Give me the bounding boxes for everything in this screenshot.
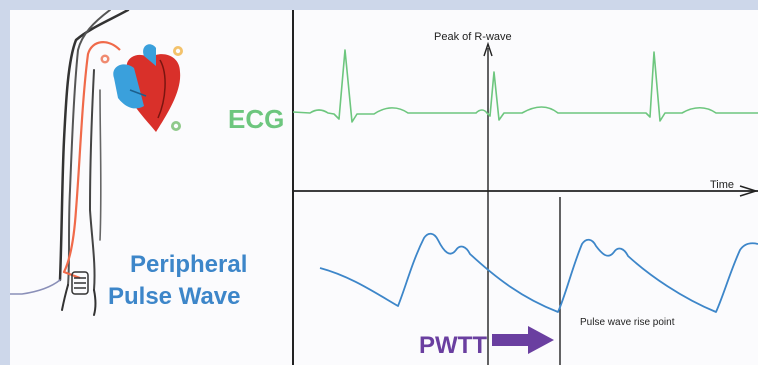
electrode-icon-3 (171, 121, 181, 131)
rise-point-label: Pulse wave rise point (580, 317, 675, 328)
diagram-graphics (10, 10, 758, 365)
pulse-wave-label: Pulse Wave (108, 283, 241, 310)
right-arrow-icon (492, 326, 554, 354)
peripheral-label: Peripheral (130, 251, 248, 278)
arm-outline-illustration (10, 10, 130, 316)
r-peak-marker-arrowhead (483, 41, 493, 57)
ecg-label: ECG (228, 104, 285, 134)
pwtt-label: PWTT (419, 332, 487, 359)
diagram-panel: ECG Peripheral Pulse Wave Peak of R-wave… (10, 10, 758, 365)
electrode-icon-1 (173, 46, 183, 56)
finger-sensor-icon (71, 271, 89, 295)
ecg-trace (292, 49, 758, 123)
pulse-wave-trace (319, 232, 758, 313)
electrode-icon-2 (100, 54, 110, 64)
artery-line (62, 41, 121, 280)
r-peak-label: Peak of R-wave (434, 31, 512, 43)
heart-icon (113, 44, 181, 132)
time-axis-arrowhead (739, 185, 758, 197)
time-axis-label: Time (710, 179, 735, 191)
